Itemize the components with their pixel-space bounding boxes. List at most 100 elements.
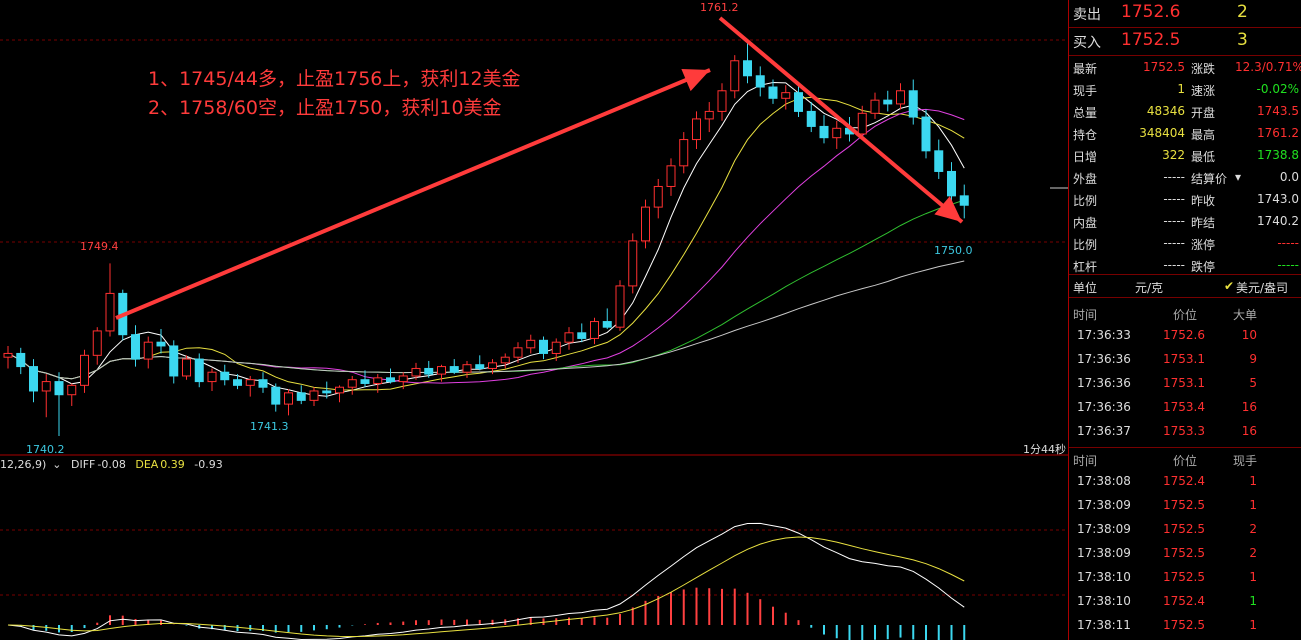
- quote-label-2: 最高: [1191, 128, 1216, 142]
- candle: [335, 385, 344, 403]
- candle: [360, 370, 370, 388]
- candle: [105, 263, 115, 337]
- quote-label: 日增: [1073, 150, 1098, 164]
- up-arrow-head: [681, 68, 710, 92]
- candle-body: [169, 345, 179, 377]
- candle-body: [768, 86, 778, 99]
- unit-alt-option[interactable]: 美元/盎司: [1236, 281, 1289, 295]
- candle-body: [284, 392, 293, 405]
- candle: [233, 374, 242, 390]
- candle-body: [730, 60, 740, 92]
- annotation-line-2: 2、1758/60空，止盈1750，获利10美金: [148, 97, 502, 119]
- trade-row: 17:36:36 1753.1 5: [1077, 376, 1257, 390]
- candle-body: [526, 339, 536, 349]
- candle: [462, 360, 472, 378]
- candle-body: [870, 99, 880, 114]
- candle-body: [347, 379, 357, 388]
- candle-body: [462, 364, 472, 373]
- quote-label: 比例: [1073, 238, 1098, 252]
- candle-body: [947, 170, 956, 197]
- quote-label-2: 涨停: [1191, 238, 1216, 252]
- quote-value-2: -0.02%: [1256, 82, 1299, 96]
- label-high: 1761.2: [700, 1, 739, 14]
- quote-label-2: 最低: [1191, 150, 1216, 164]
- candle: [704, 102, 714, 133]
- candle: [271, 383, 281, 412]
- candle-body: [411, 367, 421, 377]
- candle-body: [296, 392, 306, 401]
- candle-body: [781, 92, 791, 99]
- candle: [628, 233, 638, 294]
- candle: [692, 111, 701, 149]
- quote-value: 348404: [1139, 126, 1185, 140]
- candle-body: [182, 358, 191, 377]
- candle: [666, 158, 676, 196]
- candle-body: [602, 321, 612, 328]
- quote-label-2: 开盘: [1191, 106, 1216, 120]
- quote-row: 持仓 348404 最高 1761.2: [1069, 122, 1301, 144]
- candle-body: [832, 127, 842, 139]
- label-mid-low: 1741.3: [250, 420, 289, 433]
- candle-body: [908, 90, 918, 118]
- macd-panel: [7, 522, 966, 640]
- quote-value-2: 1740.2: [1257, 214, 1299, 228]
- quote-label-2: 速涨: [1191, 84, 1216, 98]
- quote-value-2: -----: [1277, 236, 1299, 250]
- candlestick-chart[interactable]: 1、1745/44多，止盈1756上，获利12美金 2、1758/60空，止盈1…: [0, 0, 1068, 640]
- candle: [577, 323, 587, 343]
- candle: [730, 55, 740, 99]
- buy-row[interactable]: 买入 1752.5 3: [1069, 28, 1301, 56]
- candle-body: [743, 60, 752, 77]
- dea-label: DEA: [135, 458, 159, 471]
- quote-value: -----: [1163, 236, 1185, 250]
- candle: [564, 327, 574, 350]
- quote-row: 最新 1752.5 涨跌 12.3/0.71%: [1069, 56, 1301, 78]
- candle: [424, 360, 434, 378]
- candle: [143, 336, 153, 369]
- chart-canvas: [0, 16, 1068, 640]
- trade-row: 17:38:09 1752.5 2: [1077, 546, 1257, 560]
- candle-body: [67, 384, 77, 396]
- candle-body: [80, 354, 89, 386]
- trade-row: 17:38:09 1752.5 1: [1077, 498, 1257, 512]
- label-low: 1740.2: [26, 443, 65, 456]
- candle: [182, 355, 191, 380]
- sell-row[interactable]: 卖出 1752.6 2: [1069, 0, 1301, 28]
- candle: [653, 178, 663, 219]
- quote-row: 外盘 ----- 结算价 0.0 ▾: [1069, 166, 1301, 188]
- candle-body: [692, 118, 701, 141]
- candle: [806, 102, 816, 133]
- candle: [284, 389, 293, 416]
- macd-params: 12,26,9): [0, 458, 47, 471]
- quote-value: -----: [1163, 170, 1185, 184]
- trade-row: 17:36:33 1752.6 10: [1077, 328, 1257, 342]
- down-arrow-shaft: [718, 16, 964, 224]
- candle-body: [641, 206, 650, 242]
- candle: [169, 340, 179, 384]
- quote-label: 内盘: [1073, 216, 1098, 230]
- candle-body: [131, 334, 140, 360]
- candle-body: [934, 150, 944, 172]
- candle: [819, 115, 829, 144]
- diff-line: [7, 522, 965, 640]
- candle-body: [245, 379, 255, 386]
- candle-body: [92, 330, 102, 356]
- annotation-line-1: 1、1745/44多，止盈1756上，获利12美金: [148, 68, 521, 90]
- candle-body: [322, 390, 332, 394]
- candle: [832, 120, 842, 149]
- candle-body: [386, 377, 395, 383]
- candle: [870, 92, 880, 119]
- candle: [411, 362, 421, 380]
- ma-line-60: [7, 260, 965, 380]
- candle-body: [258, 379, 268, 388]
- candle: [322, 381, 332, 399]
- candle-body: [220, 371, 230, 381]
- quote-label: 总量: [1073, 106, 1098, 120]
- candle: [296, 385, 306, 405]
- candle: [947, 162, 956, 204]
- trade-row: 17:36:37 1753.3 16: [1077, 424, 1257, 438]
- candle-body: [309, 390, 319, 401]
- quote-value-2: 12.3/0.71%: [1235, 60, 1301, 74]
- candle-body: [360, 379, 370, 384]
- quote-value: -----: [1163, 258, 1185, 272]
